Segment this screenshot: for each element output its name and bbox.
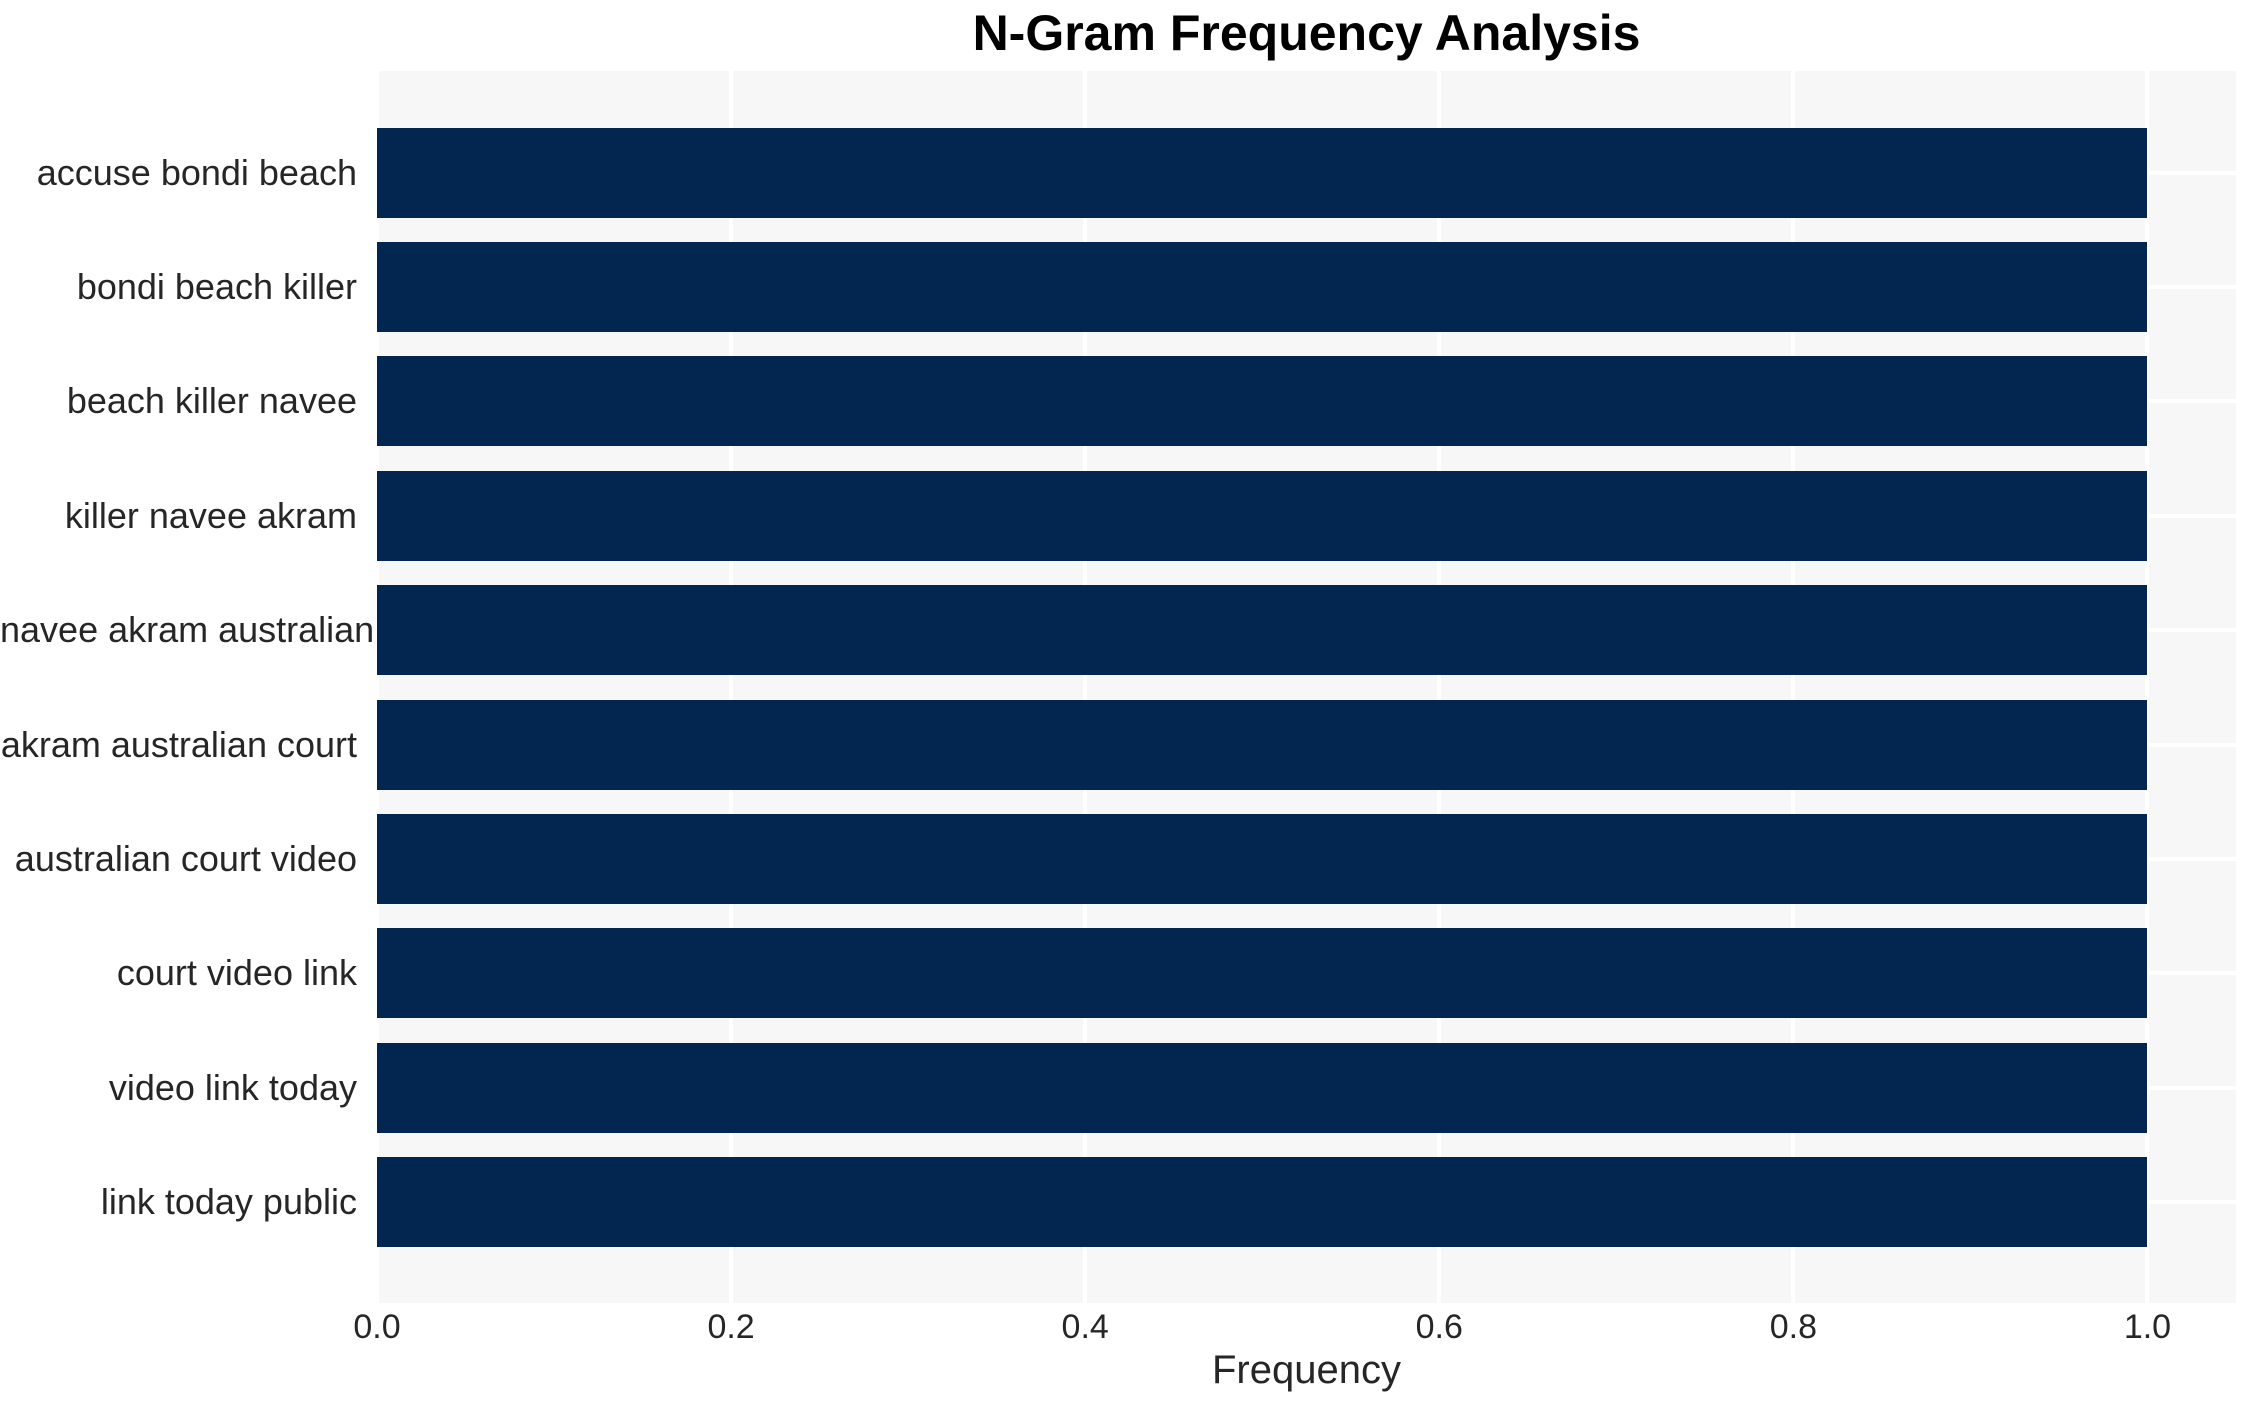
bar: [377, 1157, 2148, 1248]
x-gridline: [1437, 71, 1442, 1303]
y-tick-label: australian court video: [14, 837, 357, 879]
y-tick-label: killer navee akram: [64, 494, 357, 536]
y-tick-label: bondi beach killer: [76, 265, 357, 307]
y-tick-label: video link today: [108, 1066, 357, 1108]
x-gridline: [375, 71, 379, 1303]
x-gridline: [729, 71, 734, 1303]
y-tick-label: akram australian court: [0, 723, 357, 765]
x-tick-label: 0.8: [1769, 1308, 1817, 1346]
x-gridline: [1791, 71, 1796, 1303]
bar: [377, 470, 2148, 561]
x-tick-label: 0.6: [1415, 1308, 1463, 1346]
x-tick-label: 0.0: [353, 1308, 401, 1346]
y-axis-labels: accuse bondi beach bondi beach killer beac…: [0, 71, 375, 1303]
bar: [377, 699, 2148, 790]
bar: [377, 127, 2148, 218]
bar: [377, 928, 2148, 1019]
y-tick-label: navee akram australian: [0, 609, 375, 651]
y-tick-label: accuse bondi beach: [36, 151, 357, 193]
y-tick-label: beach killer navee: [66, 380, 357, 422]
bar: [377, 1042, 2148, 1133]
x-tick-label: 1.0: [2123, 1308, 2172, 1346]
chart-title: N-Gram Frequency Analysis: [972, 5, 1641, 61]
x-tick-label: 0.4: [1061, 1308, 1109, 1346]
bar: [377, 813, 2148, 904]
plot-area: [375, 71, 2236, 1303]
y-tick-label: court video link: [116, 952, 357, 994]
x-axis-label: Frequency: [1212, 1348, 1401, 1392]
x-gridline: [2145, 71, 2150, 1303]
y-tick-label: link today public: [100, 1181, 357, 1223]
x-tick-label: 0.2: [707, 1308, 755, 1346]
x-gridline: [1083, 71, 1088, 1303]
bar: [377, 585, 2148, 676]
bar: [377, 241, 2148, 332]
bar: [377, 356, 2148, 447]
x-axis-ticks: 0.0 0.2 0.4 0.6 0.8 1.0: [353, 1308, 2236, 1352]
